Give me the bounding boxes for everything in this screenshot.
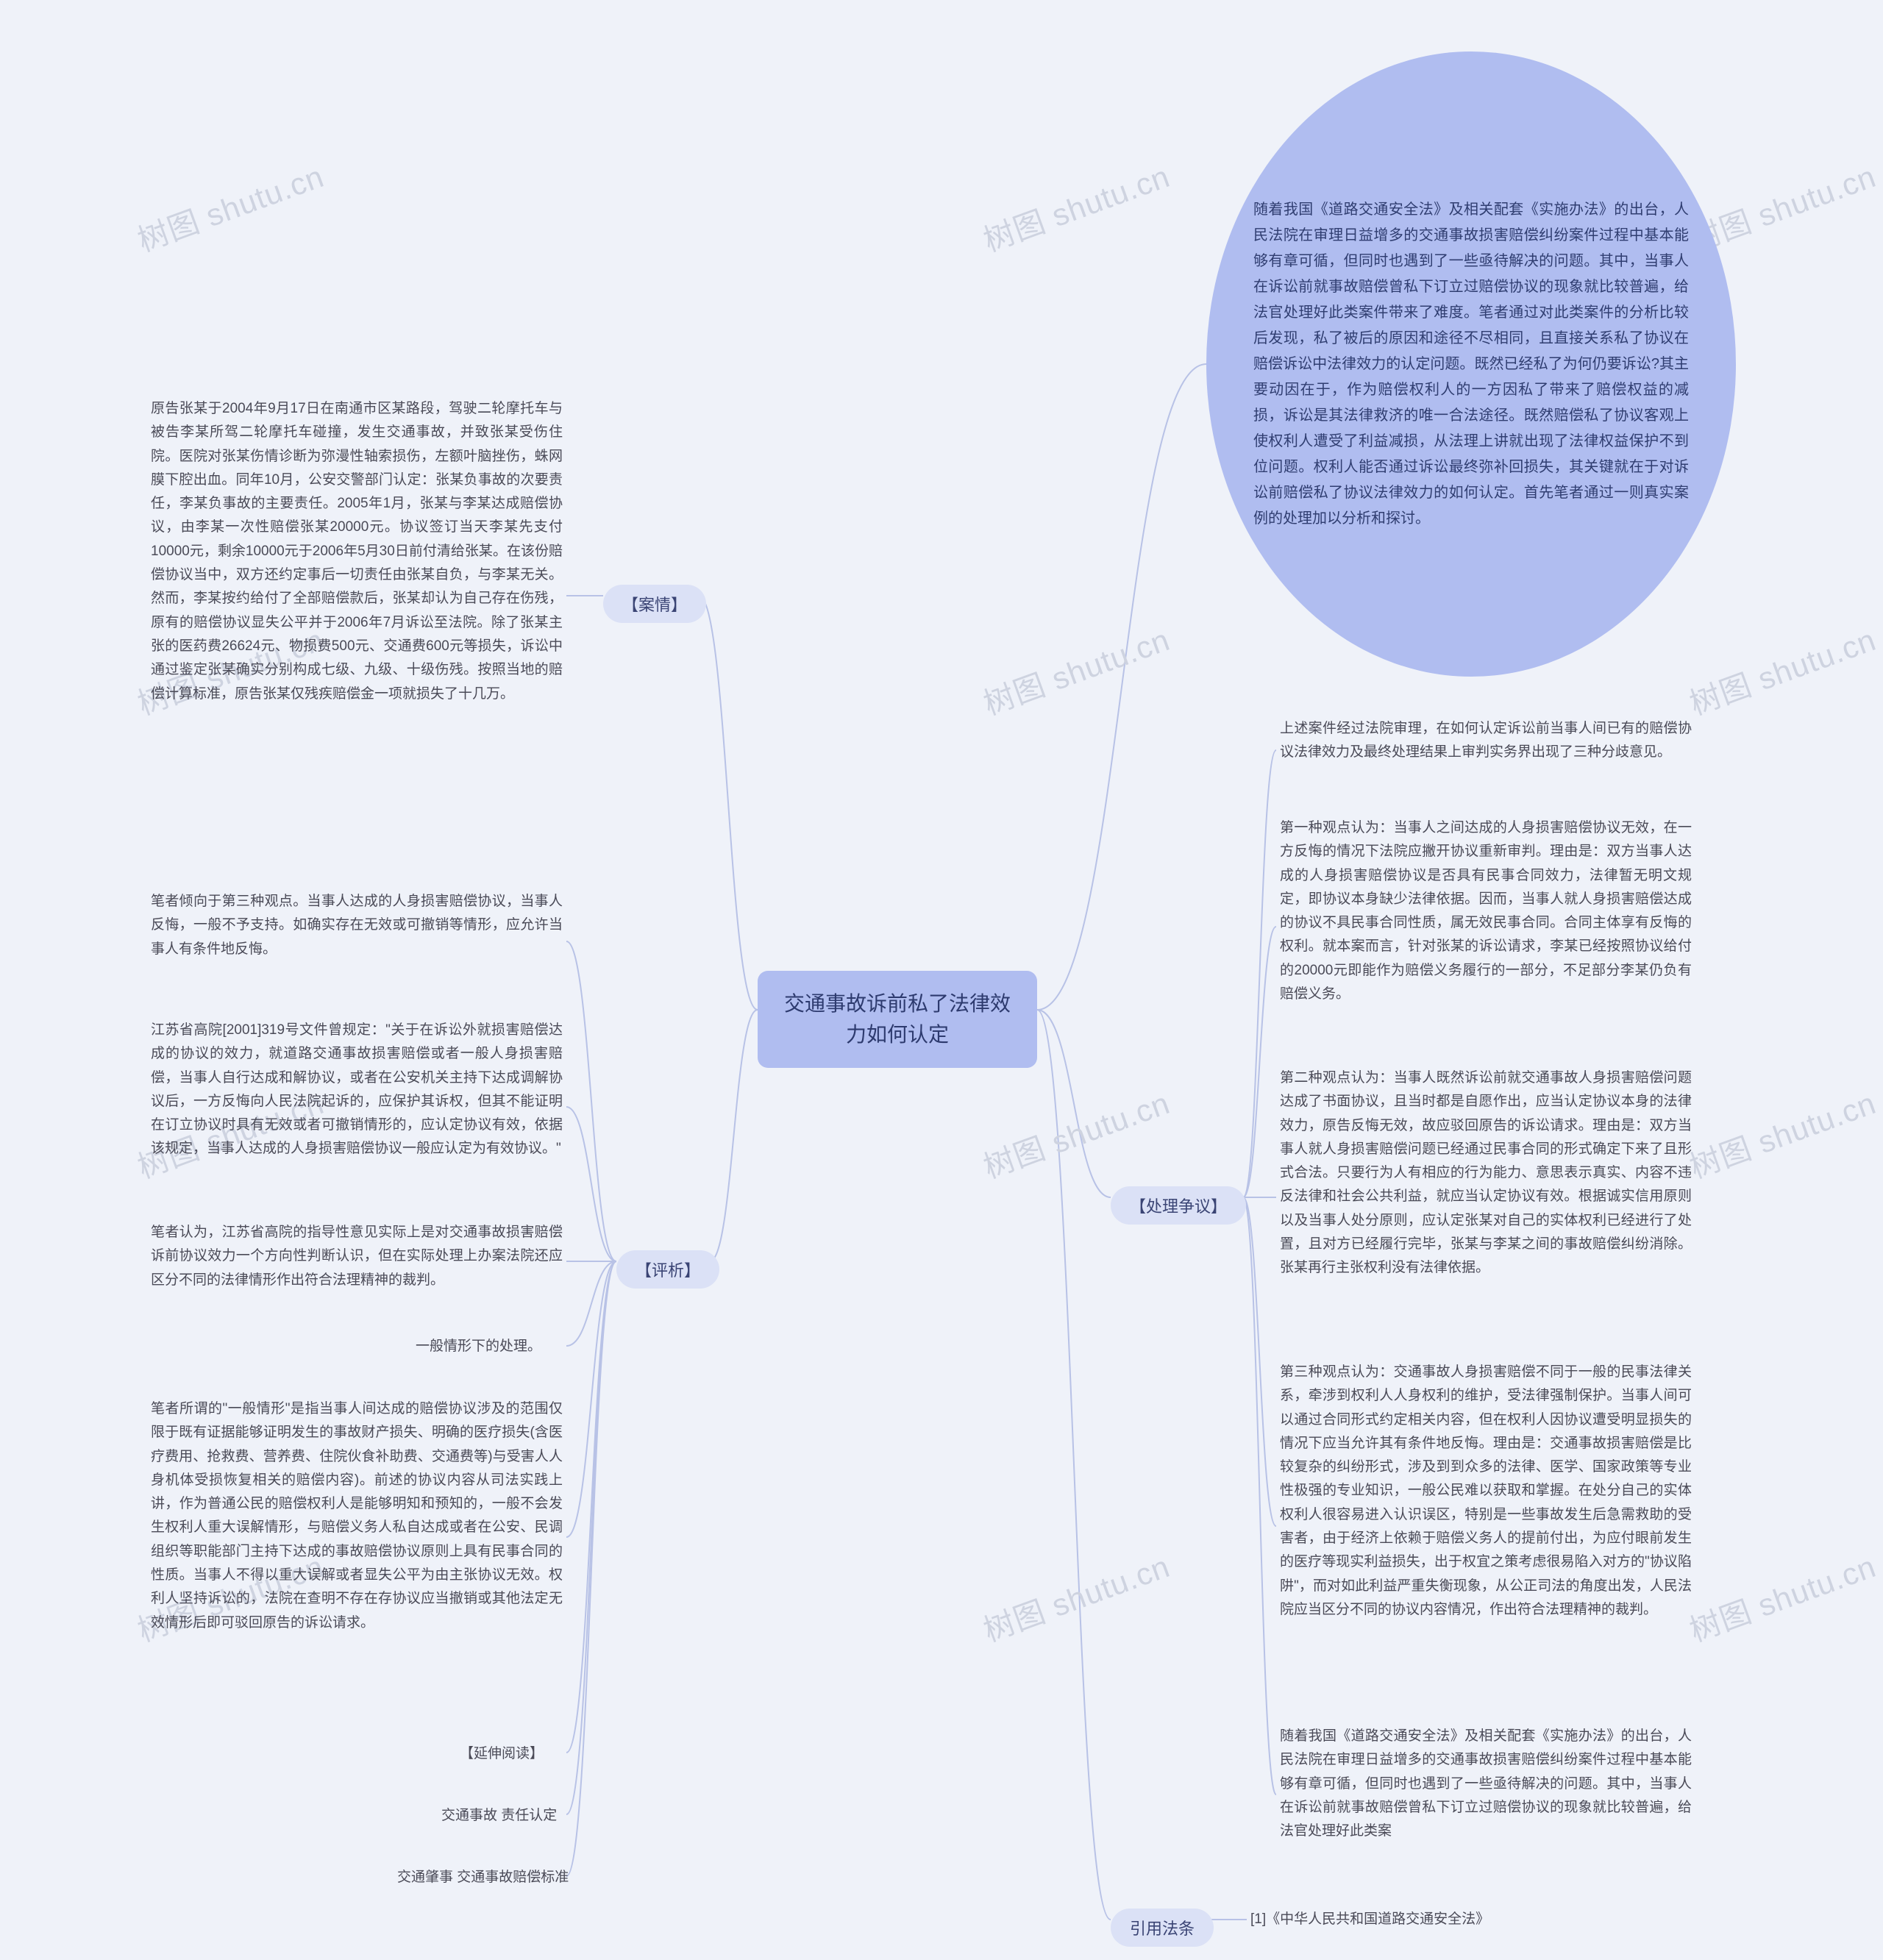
watermark: 树图 shutu.cn <box>977 1542 1175 1650</box>
branch-review: 【评析】 <box>616 1250 719 1289</box>
leaf-text: [1]《中华人民共和国道路交通安全法》 <box>1250 1909 1489 1931</box>
branch-case: 【案情】 <box>603 585 706 623</box>
text-block: 第二种观点认为：当事人既然诉讼前就交通事故人身损害赔偿问题达成了书面协议，且当时… <box>1280 1066 1692 1280</box>
text-block: 第一种观点认为：当事人之间达成的人身损害赔偿协议无效，在一方反悔的情况下法院应撇… <box>1280 816 1692 1006</box>
connector <box>566 1261 616 1753</box>
connector <box>1037 1010 1111 1920</box>
connector <box>566 1107 616 1261</box>
leaf-text: 交通肇事 交通事故赔偿标准 <box>397 1867 569 1889</box>
connector <box>699 596 758 1010</box>
connector <box>566 1261 616 1814</box>
text-block: 笔者认为，江苏省高院的指导性意见实际上是对交通事故损害赔偿诉前协议效力一个方向性… <box>151 1221 563 1292</box>
center-topic: 交通事故诉前私了法律效力如何认定 <box>758 971 1037 1068</box>
connector <box>566 1261 616 1537</box>
leaf-text: 交通事故 责任认定 <box>441 1805 557 1827</box>
text-block: 第三种观点认为：交通事故人身损害赔偿不同于一般的民事法律关系，牵涉到权利人人身权… <box>1280 1361 1692 1622</box>
connector <box>566 1261 616 1346</box>
watermark: 树图 shutu.cn <box>977 615 1175 724</box>
connector <box>1037 364 1206 1010</box>
mindmap-canvas: 树图 shutu.cn 树图 shutu.cn 树图 shutu.cn 树图 shut… <box>0 0 1883 1960</box>
text-block: 笔者倾向于第三种观点。当事人达成的人身损害赔偿协议，当事人反悔，一般不予支持。如… <box>151 890 563 961</box>
connector <box>1037 1010 1111 1197</box>
text-block: 江苏省高院[2001]319号文件曾规定："关于在诉讼外就损害赔偿达成的协议的效… <box>151 1019 563 1161</box>
connector <box>1243 1197 1276 1795</box>
branch-dispute: 【处理争议】 <box>1111 1186 1246 1225</box>
connector <box>566 941 616 1261</box>
intro-bubble: 随着我国《道路交通安全法》及相关配套《实施办法》的出台，人民法院在审理日益增多的… <box>1206 51 1736 677</box>
connector <box>1243 927 1276 1197</box>
connector <box>1243 750 1276 1197</box>
connector <box>1243 1197 1276 1526</box>
watermark: 树图 shutu.cn <box>1683 1078 1882 1187</box>
branch-cite: 引用法条 <box>1111 1909 1214 1947</box>
text-block: 一般情形下的处理。 <box>416 1335 563 1358</box>
watermark: 树图 shutu.cn <box>977 152 1175 260</box>
text-block: 随着我国《道路交通安全法》及相关配套《实施办法》的出台，人民法院在审理日益增多的… <box>1280 1725 1692 1843</box>
text-block: 笔者所谓的"一般情形"是指当事人间达成的赔偿协议涉及的范围仅限于既有证据能够证明… <box>151 1397 563 1635</box>
watermark: 树图 shutu.cn <box>131 152 330 260</box>
watermark: 树图 shutu.cn <box>1683 1542 1882 1650</box>
text-block: 上述案件经过法院审理，在如何认定诉讼前当事人间已有的赔偿协议法律效力及最终处理结… <box>1280 717 1692 765</box>
connector <box>710 1010 758 1261</box>
watermark: 树图 shutu.cn <box>1683 615 1882 724</box>
connector <box>566 1261 616 1876</box>
watermark: 树图 shutu.cn <box>977 1078 1175 1187</box>
leaf-text: 【延伸阅读】 <box>460 1743 544 1765</box>
text-block: 原告张某于2004年9月17日在南通市区某路段，驾驶二轮摩托车与被告李某所驾二轮… <box>151 397 563 706</box>
